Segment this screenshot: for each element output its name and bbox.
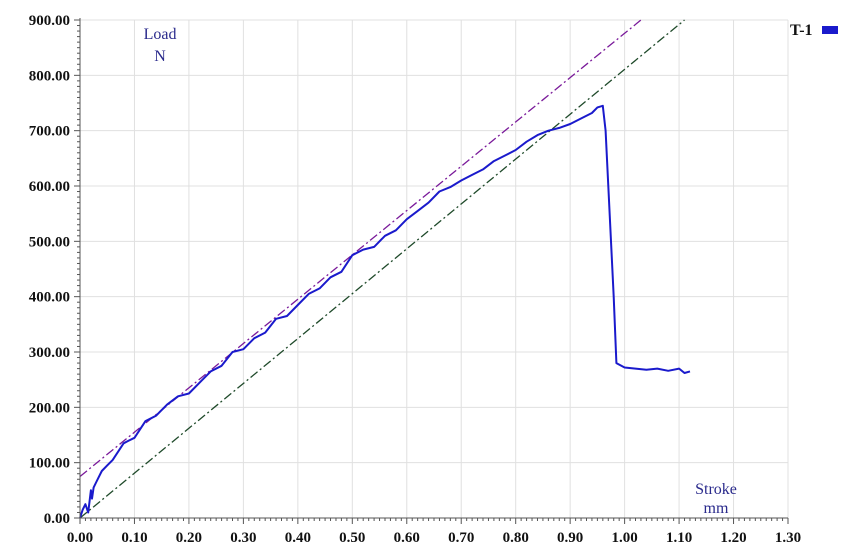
legend-label: T-1: [790, 22, 813, 39]
y-tick-label: 400.00: [29, 290, 70, 306]
x-tick-label: 1.30: [775, 530, 801, 546]
x-tick-label: 0.60: [394, 530, 420, 546]
y-tick-label: 300.00: [29, 345, 70, 361]
x-tick-label: 0.50: [339, 530, 365, 546]
y-tick-label: 200.00: [29, 400, 70, 416]
reference-line: [79, 19, 685, 519]
y-tick-label: 700.00: [29, 124, 70, 140]
x-axis-title: Stroke: [695, 481, 737, 498]
x-tick-label: 1.10: [666, 530, 692, 546]
reference-lines: [79, 19, 685, 519]
legend: T-1: [790, 22, 838, 39]
grid: [79, 19, 789, 519]
y-tick-label: 600.00: [29, 179, 70, 195]
legend-swatch: [822, 26, 838, 34]
x-axis-unit: mm: [704, 500, 729, 517]
series-layer: [79, 104, 691, 519]
ticks: 0.00 0.10 0.20 0.30 0.40 0.50 0.60 0.70 0.80 0.90…: [29, 13, 801, 546]
x-tick-label: 0.10: [121, 530, 147, 546]
axes: [74, 18, 789, 524]
series-line-T-1: [79, 104, 691, 519]
x-tick-label: 0.30: [230, 530, 256, 546]
x-tick-label: 0.20: [176, 530, 202, 546]
x-tick-label: 1.20: [720, 530, 746, 546]
y-axis-title: Load: [144, 26, 177, 43]
y-tick-label: 800.00: [29, 68, 70, 84]
x-tick-label: 0.90: [557, 530, 583, 546]
x-tick-label: 0.70: [448, 530, 474, 546]
y-tick-label: 500.00: [29, 234, 70, 250]
x-tick-label: 0.80: [503, 530, 529, 546]
y-axis-unit: N: [154, 48, 166, 65]
x-tick-label: 0.40: [285, 530, 311, 546]
y-tick-label: 0.00: [44, 511, 70, 527]
x-tick-label: 0.00: [67, 530, 93, 546]
y-tick-label: 900.00: [29, 13, 70, 29]
x-tick-label: 1.00: [611, 530, 637, 546]
y-tick-label: 100.00: [29, 456, 70, 472]
